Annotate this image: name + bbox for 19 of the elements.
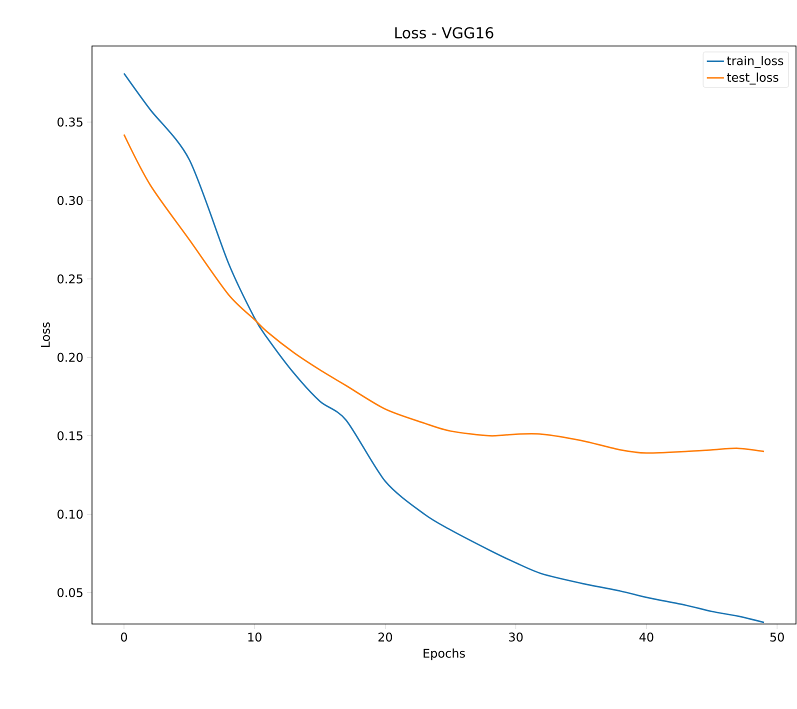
x-axis-title: Epochs [424, 648, 465, 660]
x-tick-label: 10 [248, 632, 262, 642]
x-tick-label: 30 [509, 632, 523, 642]
chart-title: Loss - VGG16 [395, 27, 494, 38]
x-tick-label: 40 [639, 632, 654, 642]
y-tick-label: 0.15 [58, 431, 82, 440]
y-tick-label: 0.25 [58, 274, 82, 284]
line-series [123, 134, 765, 454]
y-tick-label: 0.05 [58, 588, 82, 598]
y-tick-label: 0.20 [58, 352, 83, 362]
y-axis-title: Loss [40, 322, 50, 347]
y-tick-label: 0.30 [58, 196, 83, 206]
legend-label: test_loss [726, 72, 778, 85]
y-tick-label: 0.10 [58, 510, 83, 519]
legend-label: train_loss [726, 56, 784, 68]
x-tick-label: 20 [378, 632, 392, 642]
x-tick-label: 50 [770, 632, 784, 642]
x-tick-label: 0 [120, 632, 128, 642]
y-tick-label: 0.35 [58, 118, 82, 127]
